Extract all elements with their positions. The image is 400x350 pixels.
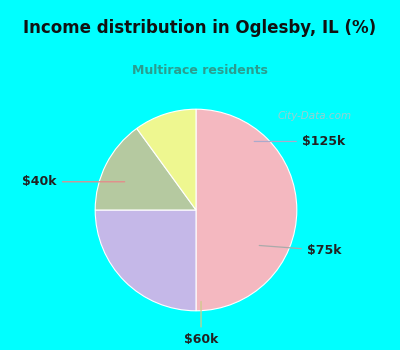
Text: $75k: $75k xyxy=(259,244,341,257)
Text: Income distribution in Oglesby, IL (%): Income distribution in Oglesby, IL (%) xyxy=(24,19,376,37)
Wedge shape xyxy=(196,109,297,311)
Wedge shape xyxy=(95,210,196,311)
Text: City-Data.com: City-Data.com xyxy=(278,111,352,121)
Text: $60k: $60k xyxy=(184,301,218,345)
Text: Multirace residents: Multirace residents xyxy=(132,63,268,77)
Wedge shape xyxy=(137,109,196,210)
Text: $125k: $125k xyxy=(254,135,345,148)
Wedge shape xyxy=(95,128,196,210)
Text: $40k: $40k xyxy=(22,175,125,188)
